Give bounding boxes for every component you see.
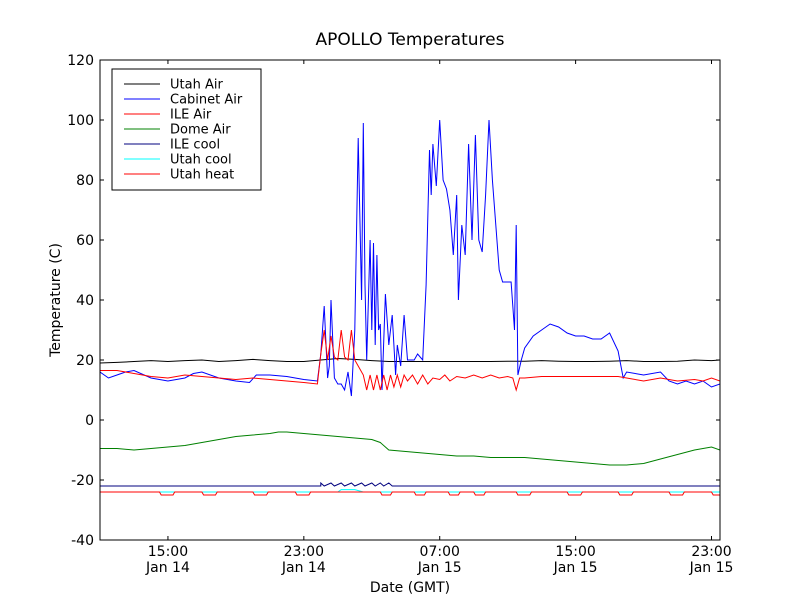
chart-title: APOLLO Temperatures [316, 30, 505, 50]
legend-label: Dome Air [170, 123, 231, 138]
x-tick-label-time: 15:00 [148, 544, 188, 560]
x-tick-label-time: 23:00 [691, 544, 731, 560]
y-tick-label: 80 [76, 173, 94, 189]
series-line-ile-air [100, 329, 720, 392]
x-tick-label-date: Jan 14 [145, 560, 190, 576]
legend-label: Cabinet Air [170, 93, 243, 108]
series-line-utah-heat [100, 491, 720, 496]
x-tick-label-time: 07:00 [420, 544, 460, 560]
series-line-dome-air [100, 431, 720, 466]
legend-label: ILE cool [170, 138, 220, 153]
y-tick-label: 40 [76, 293, 94, 309]
y-tick-label: 0 [85, 413, 94, 429]
x-tick-label-time: 23:00 [284, 544, 324, 560]
x-tick-label-date: Jan 14 [281, 560, 326, 576]
y-axis-title: Temperature (C) [48, 243, 64, 358]
legend-label: Utah Air [170, 78, 223, 93]
legend-label: ILE Air [170, 108, 212, 123]
series-line-utah-air [100, 357, 720, 364]
y-tick-label: -20 [71, 473, 94, 489]
legend-label: Utah heat [170, 168, 234, 183]
x-tick-label-time: 15:00 [555, 544, 595, 560]
legend-label: Utah cool [170, 153, 232, 168]
x-tick-label-date: Jan 15 [417, 560, 462, 576]
plot-frame [99, 59, 721, 541]
x-axis-title: Date (GMT) [370, 580, 450, 596]
x-tick-label-date: Jan 15 [689, 560, 734, 576]
y-tick-label: -40 [71, 533, 94, 549]
x-tick-label-date: Jan 15 [553, 560, 598, 576]
y-tick-label: 100 [67, 113, 94, 129]
y-tick-label: 60 [76, 233, 94, 249]
series-layer [100, 119, 720, 496]
y-tick-label: 20 [76, 353, 94, 369]
series-line-utah-cool [100, 489, 720, 493]
series-line-ile-cool [100, 481, 720, 487]
y-tick-label: 120 [67, 53, 94, 69]
